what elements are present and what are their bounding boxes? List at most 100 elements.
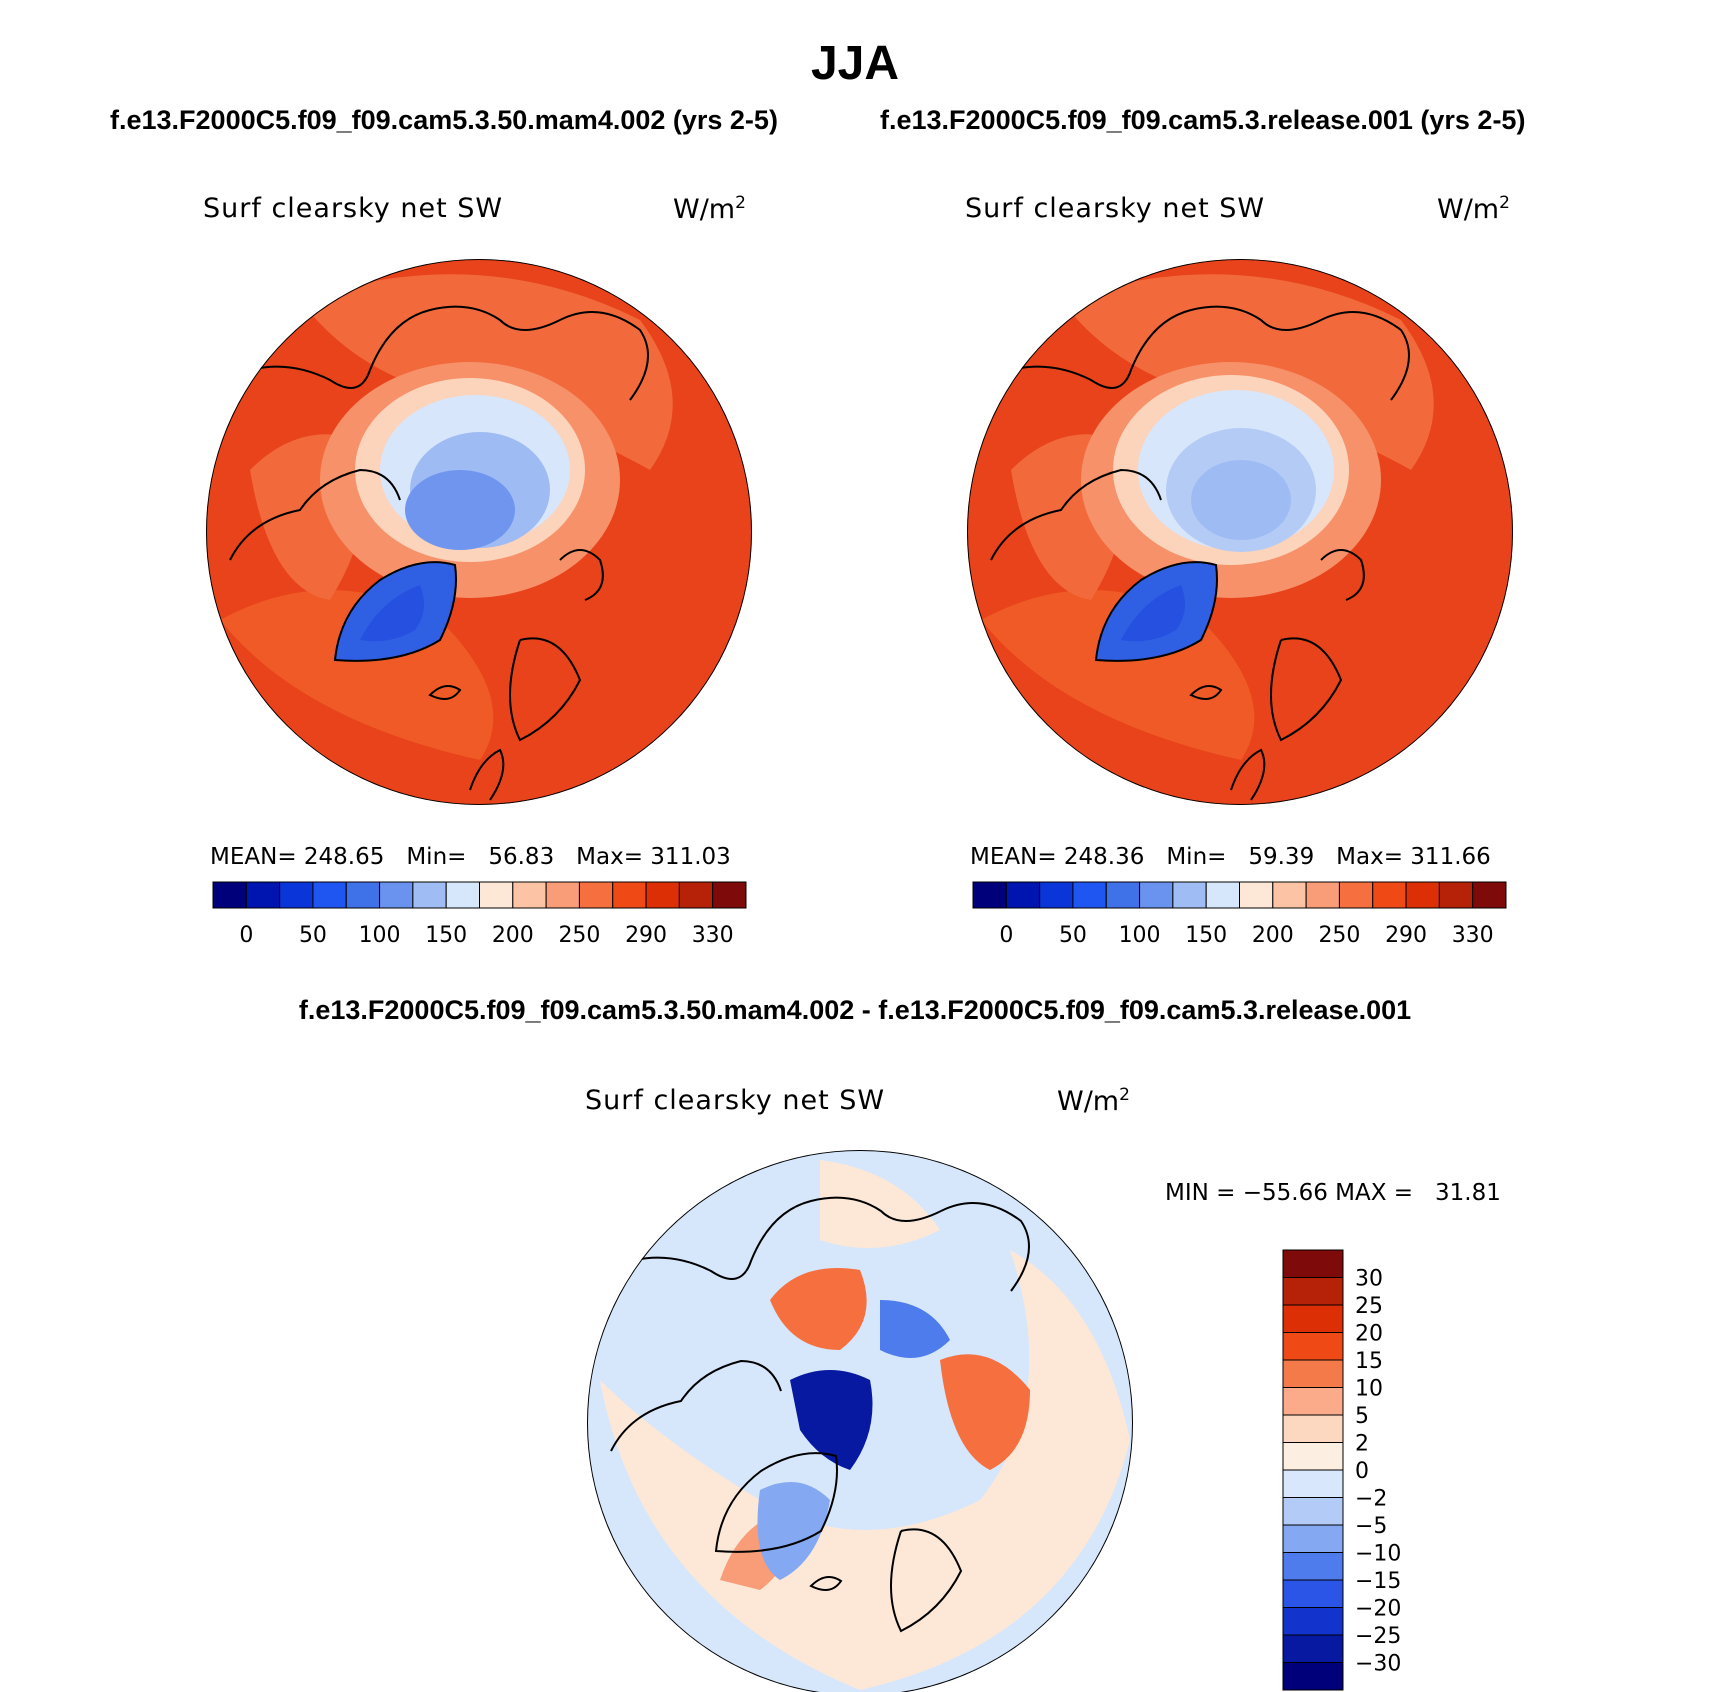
- panel-2-colorbar-tick-label: 0: [999, 923, 1013, 948]
- diff-positive-light-field: [820, 1160, 940, 1248]
- diff-negative-deep-field: [790, 1370, 873, 1470]
- diff-colorbar-tick-label: −2: [1355, 1487, 1387, 1512]
- figure-title: JJA: [810, 37, 900, 90]
- panel-2-min-label: Min=: [1166, 844, 1227, 870]
- panel-2-colorbar-tick-label: 330: [1452, 923, 1494, 948]
- panel-2-colorbar: 0 50 100 150 200 250 290 330: [972, 881, 1507, 948]
- diff-colorbar-swatch-13: [1282, 1607, 1344, 1636]
- diff-positive-field: [940, 1354, 1030, 1470]
- diff-colorbar-swatch-7: [1282, 1442, 1344, 1471]
- panel-1-stats: MEAN= 248.65 Min= 56.83 Max= 311.03: [210, 844, 731, 870]
- panel-2-mean-value: 248.36: [1063, 844, 1145, 870]
- panel-2-colorbar-tick-label: 50: [1059, 923, 1087, 948]
- panel-1-colorbar: 0 50 100 150 200 250 290 330: [212, 881, 747, 948]
- panel-1-units-base: W/m: [673, 194, 736, 225]
- panel-1-colorbar-tick-label: 330: [692, 923, 734, 948]
- panel-2-colorbar-swatch-2: [1039, 881, 1074, 909]
- panel-2-colorbar-tick-label: 250: [1318, 923, 1360, 948]
- diff-colorbar-swatch-3: [1282, 1332, 1344, 1361]
- diff-colorbar-tick-label: 30: [1355, 1267, 1383, 1292]
- panel-2-colorbar-swatch-7: [1205, 881, 1240, 909]
- panel-1-colorbar-swatch-5: [379, 881, 414, 909]
- diff-units: W/m2: [1057, 1085, 1130, 1117]
- panel-2-colorbar-tick-label: 100: [1119, 923, 1161, 948]
- diff-colorbar-tick-label: 10: [1355, 1377, 1383, 1402]
- panel-2-colorbar-tick-label: 200: [1252, 923, 1294, 948]
- panel-2-colorbar-swatch-13: [1405, 881, 1440, 909]
- diff-colorbar-swatch-12: [1282, 1579, 1344, 1608]
- panel-2-header: f.e13.F2000C5.f09_f09.cam5.3.release.001…: [880, 105, 1526, 135]
- panel-2-colorbar-swatch-0: [972, 881, 1007, 909]
- panel-2-min-value: 59.39: [1248, 844, 1315, 870]
- panel-1-colorbar-swatch-0: [212, 881, 247, 909]
- panel-1-colorbar-swatch-1: [245, 881, 281, 909]
- panel-1-colorbar-tick-label: 250: [558, 923, 600, 948]
- diff-colorbar-tick-label: −10: [1355, 1542, 1401, 1567]
- diff-header: f.e13.F2000C5.f09_f09.cam5.3.50.mam4.002…: [298, 995, 1412, 1025]
- panel-1-colorbar-tick-label: 50: [299, 923, 327, 948]
- panel-1-mean-label: MEAN=: [210, 844, 297, 870]
- panel-1-units-exp: 2: [735, 193, 746, 213]
- panel-1-colorbar-tick-label: 200: [492, 923, 534, 948]
- panel-1-colorbar-swatch-2: [279, 881, 314, 909]
- panel-1-colorbar-swatch-12: [612, 881, 647, 909]
- greenland-inner-field: [360, 585, 424, 642]
- diff-colorbar-tick-label: −5: [1355, 1514, 1387, 1539]
- diff-minmax: MIN = −55.66 MAX = 31.81: [1165, 1180, 1501, 1206]
- panel-1-colorbar-swatch-11: [578, 881, 614, 909]
- panel-1-colorbar-swatch-4: [345, 881, 381, 909]
- panel-1-colorbar-tick-label: 0: [239, 923, 253, 948]
- diff-negative-field: [880, 1300, 950, 1358]
- panel-2-colorbar-swatch-12: [1372, 881, 1407, 909]
- panel-1-colorbar-swatch-10: [545, 881, 580, 909]
- panel-1-colorbar-swatch-13: [645, 881, 680, 909]
- panel-1-colorbar-swatch-7: [445, 881, 480, 909]
- diff-colorbar-tick-label: 2: [1355, 1432, 1369, 1457]
- diff-colorbar-tick-label: 20: [1355, 1322, 1383, 1347]
- panel-1-colorbar-tick-label: 150: [425, 923, 467, 948]
- panel-2-units-base: W/m: [1437, 194, 1500, 225]
- diff-colorbar-swatch-6: [1282, 1414, 1344, 1443]
- panel-1-mean-value: 248.65: [303, 844, 385, 870]
- diff-colorbar-tick-label: −30: [1355, 1652, 1401, 1677]
- panel-2-colorbar-swatch-6: [1172, 881, 1207, 909]
- diff-units-exp: 2: [1119, 1085, 1130, 1105]
- panel-2-colorbar-swatch-10: [1305, 881, 1340, 909]
- map-panel-1: [206, 259, 752, 805]
- panel-1-colorbar-swatch-8: [479, 881, 514, 909]
- coastlines: [990, 305, 1410, 801]
- diff-colorbar-swatch-11: [1282, 1552, 1344, 1581]
- diff-colorbar-tick-label: −20: [1355, 1597, 1401, 1622]
- diff-colorbar-swatch-2: [1282, 1304, 1344, 1333]
- diff-colorbar-swatch-5: [1282, 1387, 1344, 1416]
- panel-2-colorbar-tick-label: 150: [1185, 923, 1227, 948]
- diff-colorbar-swatch-14: [1282, 1634, 1344, 1663]
- diff-colorbar-tick-label: 15: [1355, 1349, 1383, 1374]
- panel-2-colorbar-tick-label: 290: [1385, 923, 1427, 948]
- panel-1-colorbar-tick-label: 290: [625, 923, 667, 948]
- diff-colorbar-swatch-9: [1282, 1497, 1344, 1526]
- greenland-inner-field: [1121, 585, 1185, 642]
- panel-2-colorbar-swatch-1: [1005, 881, 1041, 909]
- coastlines: [229, 305, 649, 801]
- diff-negative-field: [757, 1482, 830, 1580]
- panel-2-colorbar-swatch-11: [1338, 881, 1374, 909]
- panel-1-variable: Surf clearsky net SW: [203, 193, 504, 224]
- panel-2-mean-label: MEAN=: [970, 844, 1057, 870]
- panel-2-colorbar-swatch-4: [1105, 881, 1141, 909]
- panel-1-colorbar-tick-label: 100: [359, 923, 401, 948]
- panel-1-colorbar-swatch-9: [512, 881, 547, 909]
- panel-2-units-exp: 2: [1499, 193, 1510, 213]
- diff-colorbar-tick-label: −15: [1355, 1569, 1401, 1594]
- panel-2-max-label: Max=: [1336, 844, 1403, 870]
- panel-2-colorbar-swatch-14: [1438, 881, 1474, 909]
- panel-2-colorbar-swatch-5: [1139, 881, 1174, 909]
- diff-colorbar-swatch-4: [1282, 1359, 1344, 1388]
- panel-2-stats: MEAN= 248.36 Min= 59.39 Max= 311.66: [970, 844, 1491, 870]
- panel-2-colorbar-swatch-8: [1239, 881, 1274, 909]
- diff-colorbar-tick-label: 25: [1355, 1294, 1383, 1319]
- panel-2-units: W/m2: [1437, 193, 1510, 225]
- diff-colorbar-swatch-8: [1282, 1469, 1344, 1498]
